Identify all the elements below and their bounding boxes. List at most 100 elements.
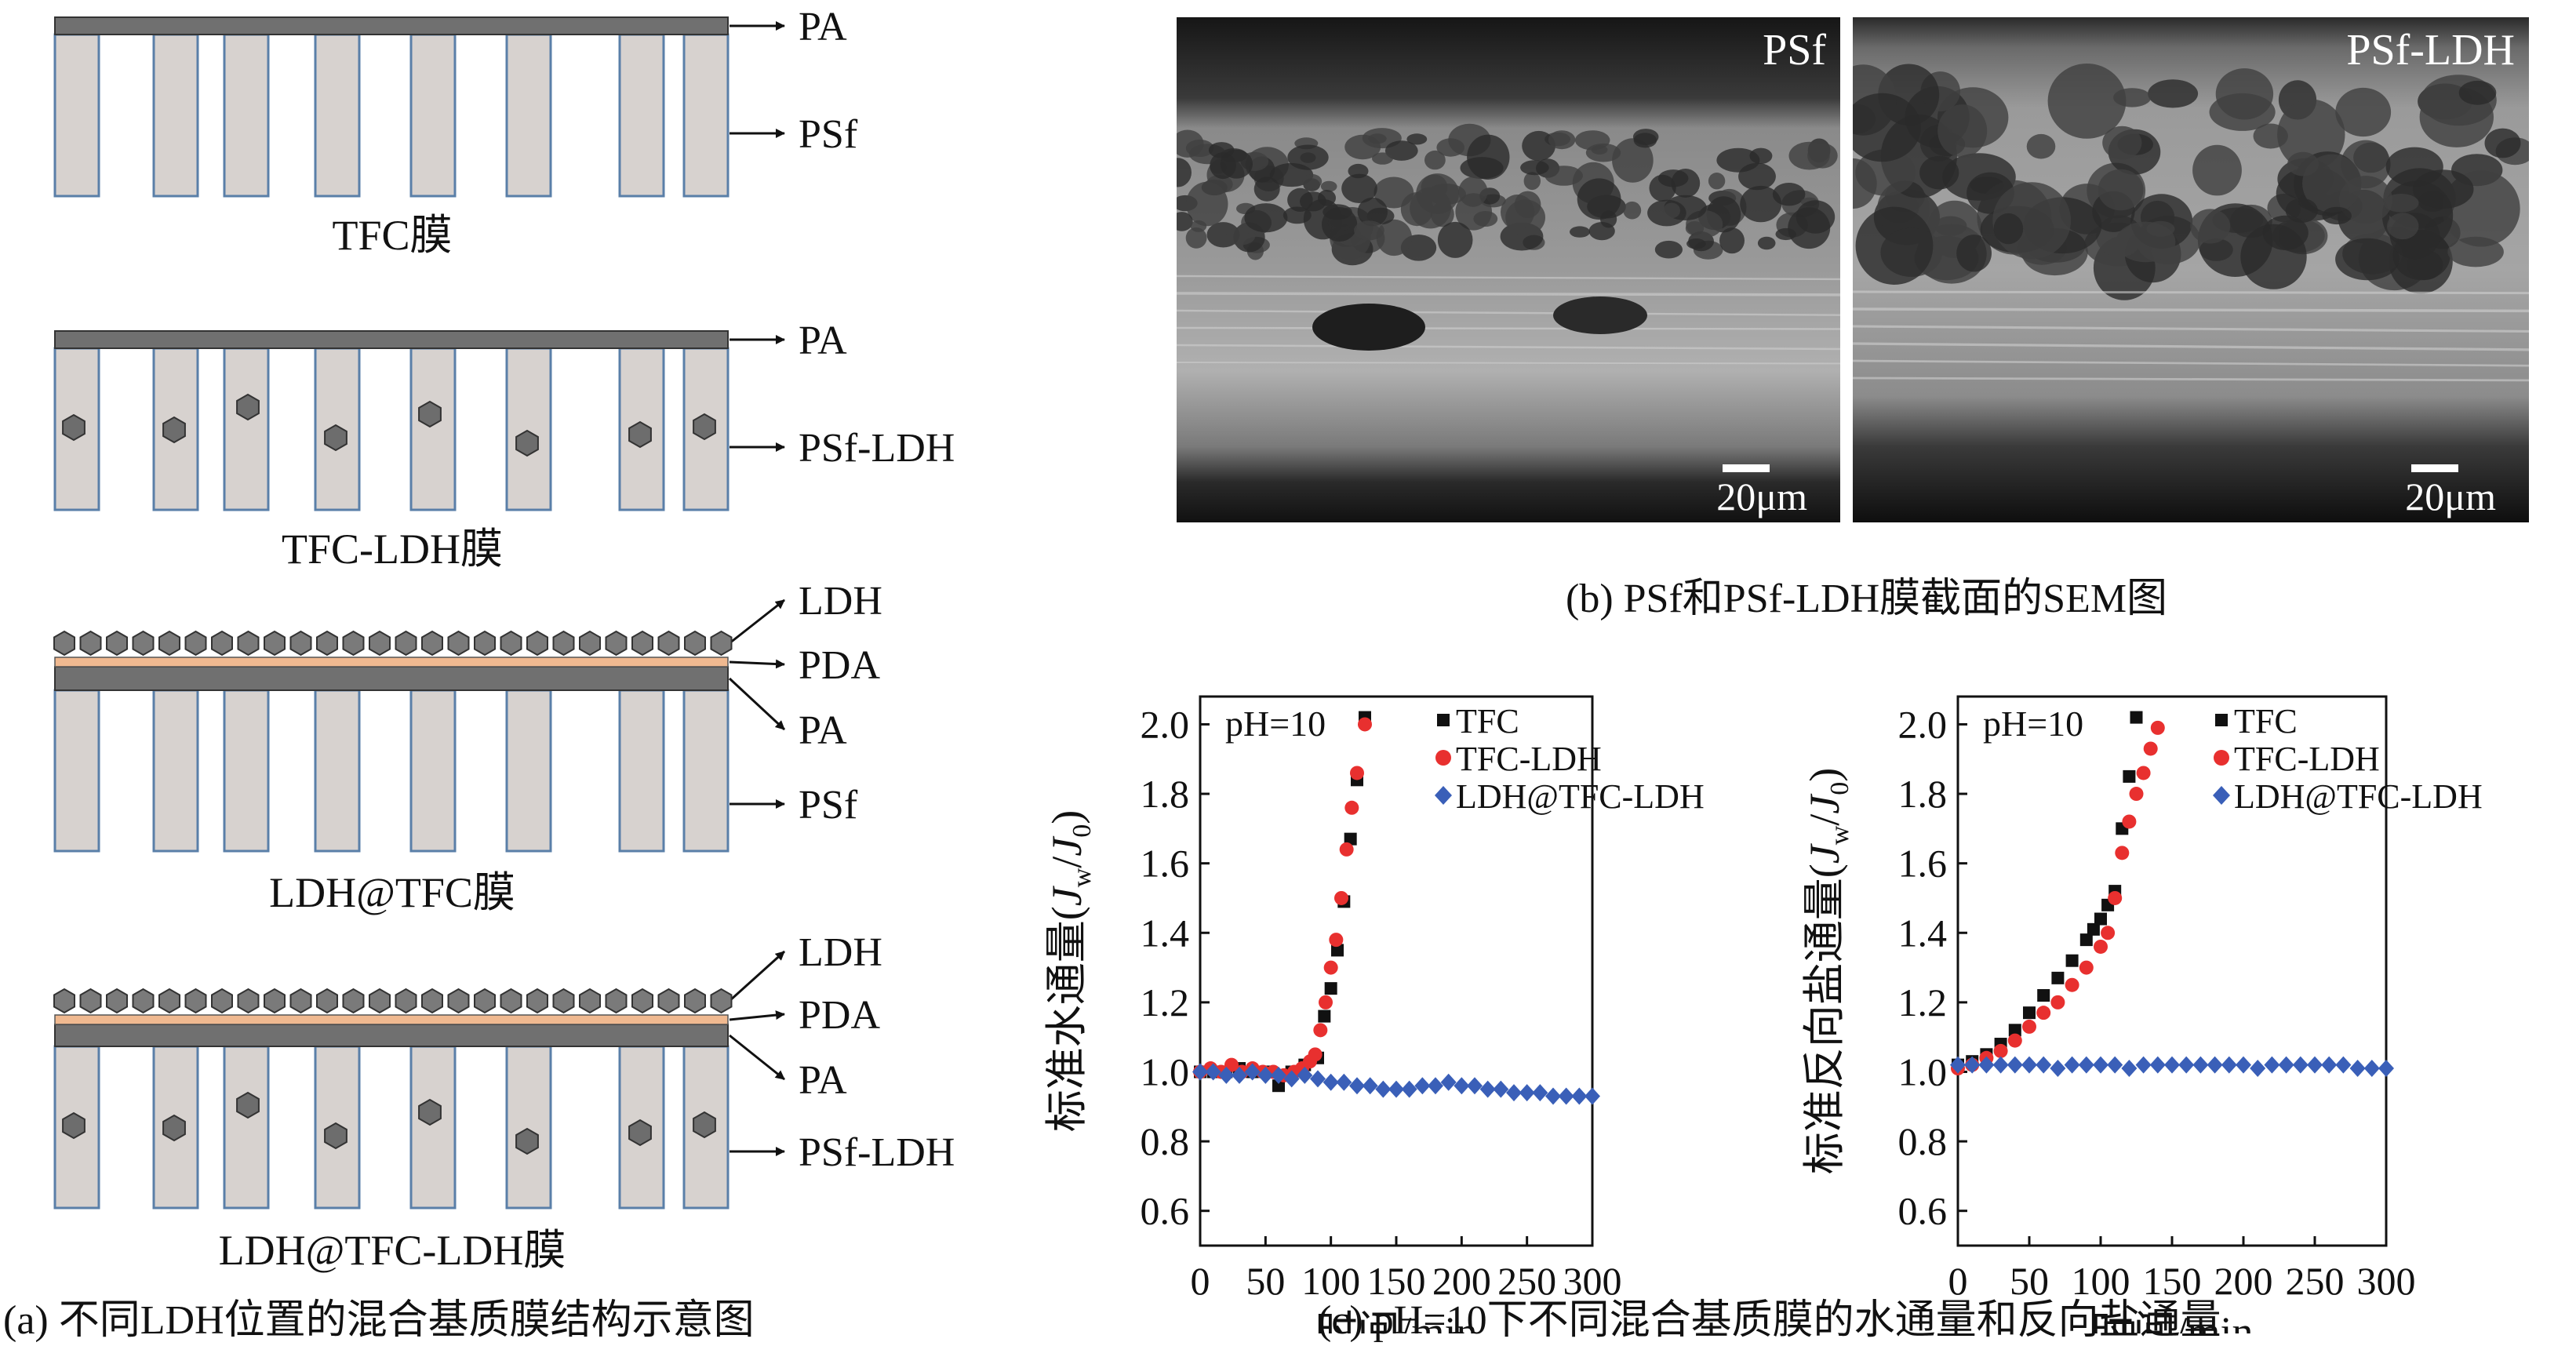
point-tfc <box>2037 989 2050 1002</box>
x-tick-label: 300 <box>2357 1259 2416 1303</box>
y-tick-label: 0.8 <box>1898 1119 1948 1163</box>
support-column <box>53 33 100 198</box>
point-ldh-tfc-ldh <box>1401 1080 1417 1098</box>
legend-label: TFC-LDH <box>1456 740 1602 778</box>
point-ldh-tfc-ldh <box>1218 1066 1235 1084</box>
point-ldh-tfc-ldh <box>1362 1077 1378 1095</box>
y-tick-label: 1.4 <box>1141 911 1190 955</box>
label-arrow <box>729 598 785 645</box>
point-ldh-tfc-ldh <box>1244 1063 1261 1081</box>
y-tick-label: 1.0 <box>1141 1050 1190 1093</box>
point-ldh-tfc-ldh <box>2078 1056 2094 1074</box>
point-ldh-tfc-ldh <box>1205 1063 1221 1081</box>
x-tick-label: 0 <box>1948 1259 1968 1303</box>
diagram-title: TFC膜 <box>332 212 452 259</box>
point-tfc-ldh <box>2136 766 2151 780</box>
legend-label: TFC <box>1456 702 1519 740</box>
support-column <box>223 689 270 853</box>
y-tick-label: 1.6 <box>1141 842 1190 886</box>
point-ldh-tfc-ldh <box>1571 1087 1588 1105</box>
y-tick-label: 1.0 <box>1898 1050 1948 1093</box>
pda-layer <box>54 657 729 668</box>
point-ldh-tfc-ldh <box>2335 1056 2352 1074</box>
point-tfc <box>1344 832 1357 846</box>
point-tfc-ldh <box>2007 1033 2022 1048</box>
point-tfc-ldh <box>2036 1006 2051 1020</box>
point-tfc-ldh <box>1350 766 1364 780</box>
point-ldh-tfc-ldh <box>1192 1063 1208 1081</box>
legend-marker <box>2215 714 2228 726</box>
point-ldh-tfc-ldh <box>2121 1060 2138 1078</box>
support-column <box>409 347 457 511</box>
sem-image-psf-ldh: PSf-LDH 20μm <box>1853 17 2529 522</box>
diagram-title: LDH@TFC-LDH膜 <box>219 1227 566 1274</box>
point-tfc <box>2008 1024 2021 1037</box>
chart-reverse-salt-flux: 0 50 100 150 200 250 300 0.6 0.8 1.0 1.2 1.4 1.6 1.8 2… <box>1801 695 2483 1333</box>
point-ldh-tfc-ldh <box>2050 1060 2066 1078</box>
caption-a: (a) 不同LDH位置的混合基质膜结构示意图 <box>3 1298 755 1343</box>
point-ldh-tfc-ldh <box>1388 1080 1404 1098</box>
point-ldh-tfc-ldh <box>2250 1060 2266 1078</box>
point-ldh-tfc-ldh <box>2378 1060 2394 1078</box>
label-arrow <box>729 1010 785 1021</box>
point-ldh-tfc-ldh <box>1479 1080 1496 1098</box>
support-column <box>618 689 665 853</box>
point-tfc <box>2065 954 2079 967</box>
legend-label: LDH@TFC-LDH <box>1456 777 1705 816</box>
sem-scale-bar-left: 20μm <box>1716 464 1807 519</box>
x-axis-label: 时间/min <box>1315 1308 1477 1333</box>
legend-label: TFC <box>2234 702 2298 740</box>
point-ldh-tfc-ldh <box>1257 1066 1274 1084</box>
point-ldh-tfc-ldh <box>1493 1080 1509 1098</box>
point-ldh-tfc-ldh <box>1978 1056 1995 1074</box>
support-column <box>682 33 730 198</box>
caption-b: (b) PSf和PSf-LDH膜截面的SEM图 <box>1566 577 2168 621</box>
point-tfc-ldh <box>1313 1023 1328 1038</box>
layer-label: PA <box>799 1058 847 1103</box>
point-ldh-tfc-ldh <box>1532 1084 1548 1102</box>
point-tfc <box>2023 1006 2036 1020</box>
support-column <box>152 33 199 198</box>
point-ldh-tfc-ldh <box>2292 1056 2309 1074</box>
point-ldh-tfc-ldh <box>2036 1056 2052 1074</box>
layer-label: PSf <box>799 783 858 828</box>
layer-label: LDH <box>799 930 882 975</box>
x-tick-label: 100 <box>2072 1259 2130 1303</box>
point-ldh-tfc-ldh <box>2021 1056 2037 1074</box>
point-ldh-tfc-ldh <box>2363 1060 2380 1078</box>
y-tick-label: 1.8 <box>1141 772 1190 816</box>
support-column <box>53 689 100 853</box>
point-ldh-tfc-ldh <box>1964 1056 1981 1074</box>
point-ldh-tfc-ldh <box>2164 1056 2180 1074</box>
point-tfc-ldh <box>1344 800 1359 815</box>
point-tfc-ldh <box>2065 977 2079 992</box>
point-ldh-tfc-ldh <box>1585 1087 1600 1105</box>
point-tfc-ldh <box>2143 741 2158 756</box>
legend-marker <box>2213 786 2230 805</box>
y-tick-label: 1.8 <box>1898 772 1948 816</box>
support-column <box>505 347 552 511</box>
point-tfc-ldh <box>2094 939 2108 954</box>
point-ldh-tfc-ldh <box>2221 1056 2237 1074</box>
point-ldh-tfc-ldh <box>2135 1056 2152 1074</box>
point-ldh-tfc-ldh <box>2236 1056 2251 1074</box>
pa-layer <box>54 1024 729 1047</box>
point-ldh-tfc-ldh <box>1310 1070 1326 1088</box>
x-tick-label: 250 <box>1497 1259 1556 1303</box>
point-ldh-tfc-ldh <box>2178 1056 2195 1074</box>
diagram-2: PA PSf-LDH TFC-LDH膜 <box>53 318 955 573</box>
point-ldh-tfc-ldh <box>1375 1080 1392 1098</box>
layer-label: PDA <box>799 643 880 688</box>
y-tick-label: 0.6 <box>1141 1189 1190 1233</box>
point-ldh-tfc-ldh <box>1336 1073 1352 1091</box>
sem-label-psf-ldh: PSf-LDH <box>2346 26 2515 75</box>
point-ldh-tfc-ldh <box>2192 1056 2209 1074</box>
diagram-1: PA PSf TFC膜 <box>53 5 858 259</box>
layer-label: PA <box>799 5 847 49</box>
point-ldh-tfc-ldh <box>1414 1077 1431 1095</box>
label-arrow <box>729 1034 785 1081</box>
point-tfc-ldh <box>1334 890 1348 905</box>
pda-layer <box>54 1014 729 1025</box>
point-tfc <box>1324 982 1337 995</box>
legend-label: LDH@TFC-LDH <box>2234 777 2483 816</box>
